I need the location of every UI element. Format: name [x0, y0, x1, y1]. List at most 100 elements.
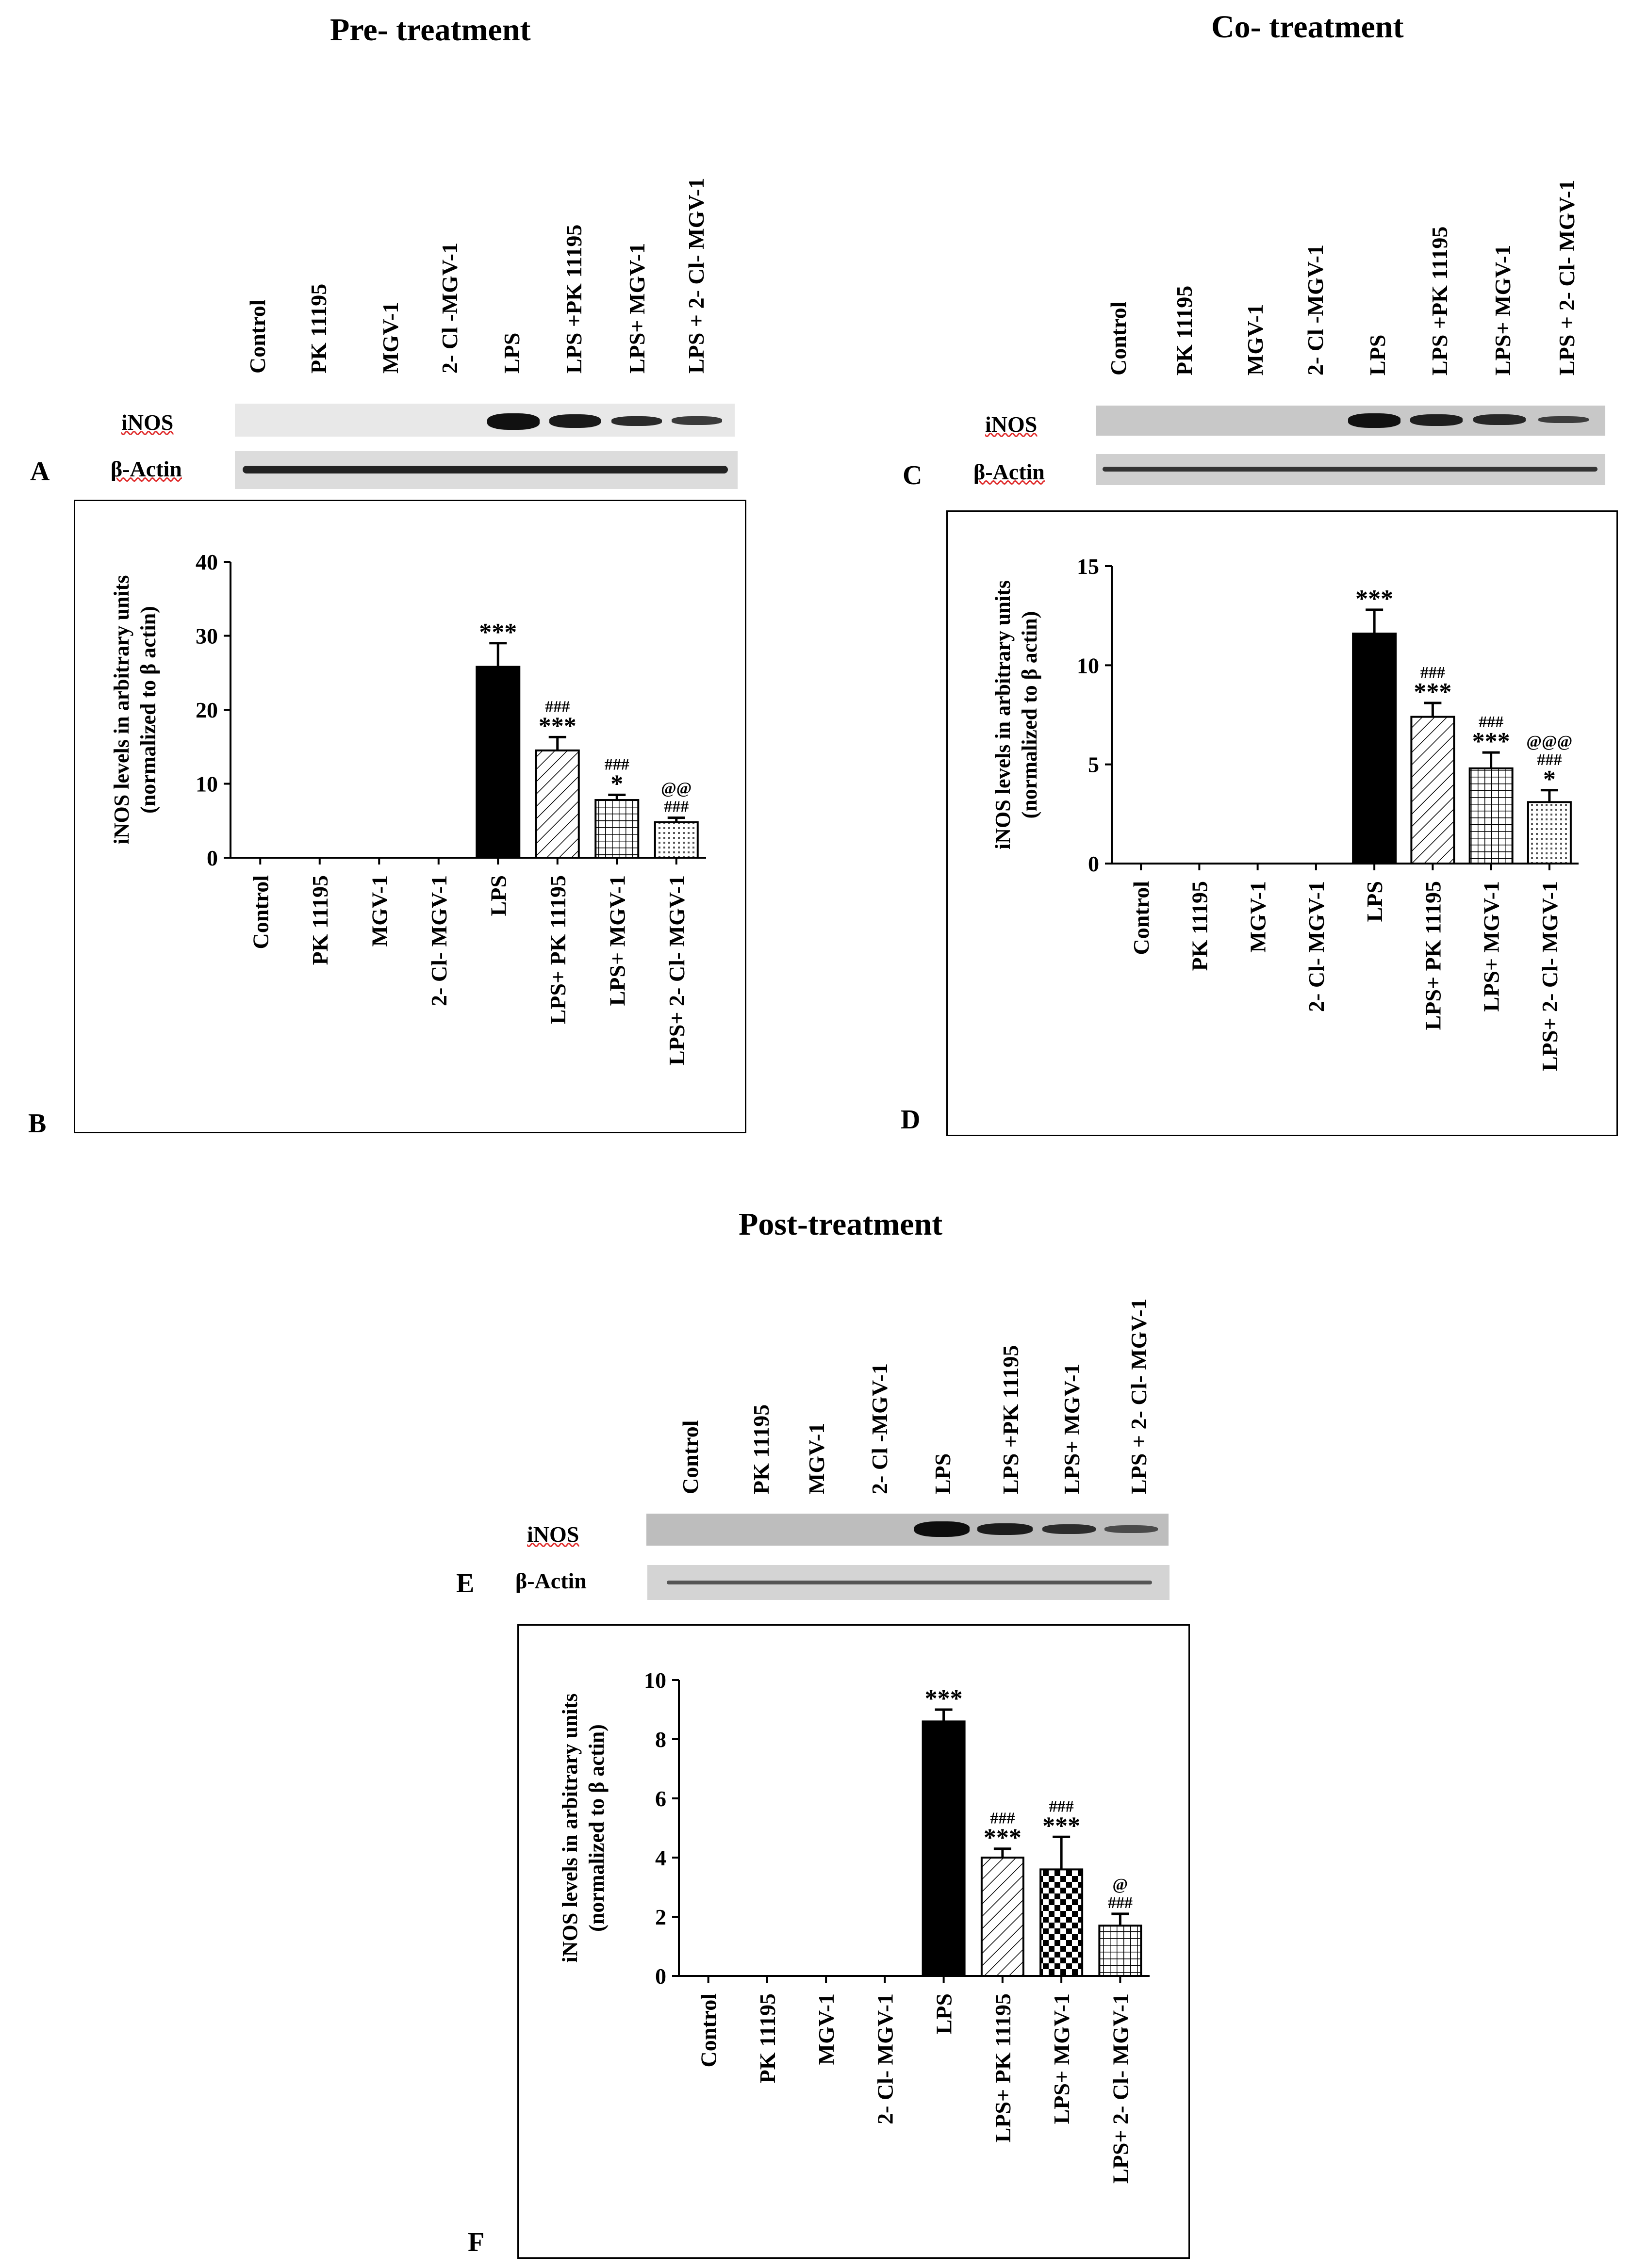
x-tick-label: LPS+ MGV-1 [605, 875, 629, 1006]
lane-label: LPS + 2- Cl- MGV-1 [1554, 179, 1579, 375]
lane-label: LPS [930, 1453, 955, 1494]
x-tick-label: LPS+ 2- Cl- MGV-1 [664, 875, 689, 1065]
x-tick-label: 2- Cl- MGV-1 [427, 875, 451, 1006]
lane-label: PK 11195 [306, 283, 331, 374]
panel-letter-c: C [903, 460, 923, 490]
bar [1468, 767, 1514, 865]
panel-1-chart-box: 0 10 20 30 40 iNOS levels in arbitrary units(… [74, 500, 746, 1133]
significance-label: *** [1042, 1812, 1080, 1840]
blot-band [1473, 414, 1526, 425]
significance-label: *** [1355, 585, 1393, 613]
blot-row-label-actin: β-Actin [973, 459, 1045, 484]
significance-label: *** [925, 1685, 963, 1713]
blot-row-label-actin: β-Actin [111, 457, 182, 481]
inos-blot-image [235, 404, 735, 437]
lane-label: PK 11195 [749, 1404, 774, 1494]
bar [1527, 801, 1572, 865]
bar [1098, 1925, 1142, 1977]
blot-band [672, 416, 722, 425]
panel-3-title: Post-treatment [739, 1207, 943, 1242]
panel-2-chart-box: 0 5 10 15 iNOS levels in arbitrary units (nor… [946, 510, 1618, 1136]
y-axis-label: iNOS levels in arbitrary units [110, 575, 133, 845]
y-axis-label-sub: (normalized to β actin) [1018, 611, 1041, 819]
y-tick-label: 4 [655, 1845, 666, 1870]
significance-label: ### [1479, 713, 1503, 731]
lane-label: 2- Cl -MGV-1 [437, 243, 462, 374]
panel-1-title: Pre- treatment [330, 12, 531, 48]
significance-label: @@ [661, 780, 692, 798]
actin-blot-image [235, 451, 738, 489]
y-tick-label: 20 [196, 698, 218, 722]
lane-label: PK 11195 [1172, 285, 1197, 375]
y-tick-label: 30 [196, 624, 218, 649]
panel-3-chart: 0 2 4 6 8 10 iNOS levels in arbitrary units (no… [558, 1668, 1150, 2184]
panel-3-chart-box: 0 2 4 6 8 10 iNOS levels in arbitrary units (no… [517, 1624, 1190, 2259]
significance-label: ### [545, 698, 570, 716]
y-tick-label: 0 [655, 1964, 666, 1989]
x-tick-label: Control [696, 1993, 721, 2068]
x-tick-label: LPS+ PK 11195 [545, 875, 570, 1024]
y-axis-label: iNOS levels in arbitrary units [558, 1694, 582, 1963]
x-tick-label: LPS+ MGV-1 [1479, 881, 1504, 1012]
bar [476, 666, 521, 859]
x-tick-label: MGV-1 [814, 1993, 839, 2065]
x-tick-label: LPS [1362, 881, 1387, 922]
inos-blot-image [646, 1514, 1169, 1546]
y-tick-label: 40 [196, 550, 218, 574]
significance-label: *** [479, 619, 517, 646]
blot-band [1538, 416, 1589, 423]
blot-row-label-inos-text: iNOS [527, 1522, 579, 1547]
y-axis-label: iNOS levels in arbitrary units [991, 580, 1015, 849]
blot-row-label-inos: iNOS [527, 1523, 579, 1546]
blot-band [549, 414, 601, 428]
lane-label: LPS +PK 11195 [998, 1345, 1023, 1494]
y-tick-label: 0 [1088, 851, 1099, 876]
y-tick-label: 6 [655, 1786, 666, 1811]
significance-label: ### [1049, 1797, 1074, 1815]
lane-label: Control [678, 1420, 703, 1495]
blot-row-label-actin: β-Actin [515, 1568, 587, 1593]
panel-letter-d: D [901, 1105, 921, 1135]
y-axis-label-sub: (normalized to β actin) [136, 606, 160, 814]
lane-label: Control [1106, 301, 1131, 376]
blot-band [1103, 467, 1598, 472]
blot-band [611, 416, 662, 426]
x-tick-label: LPS+ MGV-1 [1049, 1993, 1074, 2124]
y-tick-label: 15 [1077, 554, 1099, 579]
significance-label: ### [605, 755, 629, 773]
blot-band [1410, 414, 1463, 426]
lane-label: MGV-1 [804, 1422, 829, 1494]
inos-blot-image [1096, 406, 1605, 436]
x-tick-label: PK 11195 [308, 875, 332, 965]
significance-label: @@@ [1526, 733, 1572, 751]
bar [980, 1857, 1024, 1977]
panel-2-title: Co- treatment [1211, 9, 1404, 45]
x-tick-label: LPS+ 2- Cl- MGV-1 [1537, 881, 1562, 1071]
y-tick-label: 10 [1077, 653, 1099, 678]
blot-band [1042, 1524, 1096, 1534]
panel-letter-a: A [30, 457, 50, 487]
y-tick-label: 8 [655, 1727, 666, 1752]
x-tick-label: LPS+ PK 11195 [1420, 881, 1445, 1030]
lane-label: LPS +PK 11195 [1427, 226, 1452, 375]
x-tick-label: MGV-1 [1246, 881, 1270, 952]
bar [1039, 1868, 1084, 1977]
blot-band [1348, 413, 1400, 428]
x-tick-label: 2- Cl- MGV-1 [1304, 881, 1329, 1012]
significance-label: ### [664, 798, 689, 816]
lane-label: 2- Cl -MGV-1 [867, 1363, 892, 1494]
significance-label: ### [1420, 664, 1445, 682]
lane-label: LPS+ MGV-1 [625, 243, 649, 374]
significance-label: ### [1537, 751, 1562, 769]
actin-blot-image [647, 1565, 1170, 1600]
lane-label: LPS [1365, 334, 1390, 375]
actin-blot-image [1096, 454, 1605, 485]
blot-band [1104, 1525, 1158, 1533]
x-tick-label: Control [1129, 881, 1153, 955]
bar [1352, 632, 1397, 865]
blot-row-label-inos: iNOS [121, 410, 174, 435]
bar [594, 799, 640, 859]
lane-label: MGV-1 [1243, 304, 1268, 375]
significance-label: * [610, 770, 623, 798]
lane-label: LPS + 2- Cl- MGV-1 [684, 178, 708, 374]
